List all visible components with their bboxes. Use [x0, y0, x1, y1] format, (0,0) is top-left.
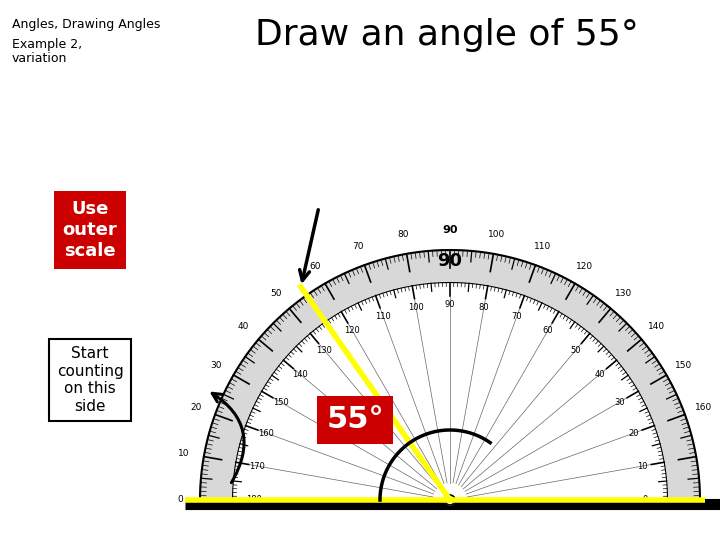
Text: Draw an angle of 55°: Draw an angle of 55°: [255, 18, 639, 52]
Text: 100: 100: [408, 303, 424, 312]
Text: 10: 10: [637, 462, 648, 470]
Text: 55°: 55°: [326, 406, 384, 435]
Text: 40: 40: [238, 322, 249, 331]
Text: 60: 60: [542, 326, 553, 335]
Text: 120: 120: [577, 262, 593, 271]
Text: 80: 80: [479, 303, 490, 312]
Text: 160: 160: [695, 403, 712, 412]
Text: 160: 160: [258, 429, 274, 437]
Polygon shape: [233, 282, 667, 500]
Text: 90: 90: [442, 225, 458, 235]
Text: 50: 50: [271, 289, 282, 298]
Text: 30: 30: [614, 398, 625, 407]
Text: 150: 150: [675, 361, 693, 369]
Text: 50: 50: [570, 346, 581, 355]
Text: 20: 20: [629, 429, 639, 437]
Text: 90: 90: [445, 300, 455, 309]
Text: 100: 100: [488, 230, 505, 239]
Text: 70: 70: [511, 312, 522, 321]
Text: Angles, Drawing Angles: Angles, Drawing Angles: [12, 18, 161, 31]
Text: 60: 60: [310, 262, 320, 271]
Text: 30: 30: [210, 361, 222, 369]
Text: 110: 110: [375, 312, 391, 321]
Text: 120: 120: [344, 326, 360, 335]
Circle shape: [445, 495, 455, 505]
Text: 180: 180: [246, 496, 262, 504]
Text: 0: 0: [177, 496, 183, 504]
Text: 130: 130: [316, 346, 332, 355]
Text: 40: 40: [595, 370, 605, 379]
Text: 110: 110: [534, 242, 551, 251]
Text: Start
counting
on this
side: Start counting on this side: [57, 346, 123, 414]
Text: 80: 80: [397, 230, 409, 239]
Text: 0: 0: [643, 496, 648, 504]
Text: variation: variation: [12, 52, 68, 65]
Text: 70: 70: [352, 242, 364, 251]
Text: 90: 90: [438, 252, 462, 270]
Text: 130: 130: [615, 289, 632, 298]
Text: Use
outer
scale: Use outer scale: [63, 200, 117, 260]
Text: 10: 10: [179, 449, 190, 457]
Text: 170: 170: [250, 462, 266, 470]
Text: Example 2,: Example 2,: [12, 38, 82, 51]
Text: 140: 140: [648, 322, 665, 331]
Polygon shape: [200, 250, 700, 500]
Text: 20: 20: [191, 403, 202, 412]
Text: 140: 140: [292, 370, 308, 379]
Text: 150: 150: [273, 398, 289, 407]
